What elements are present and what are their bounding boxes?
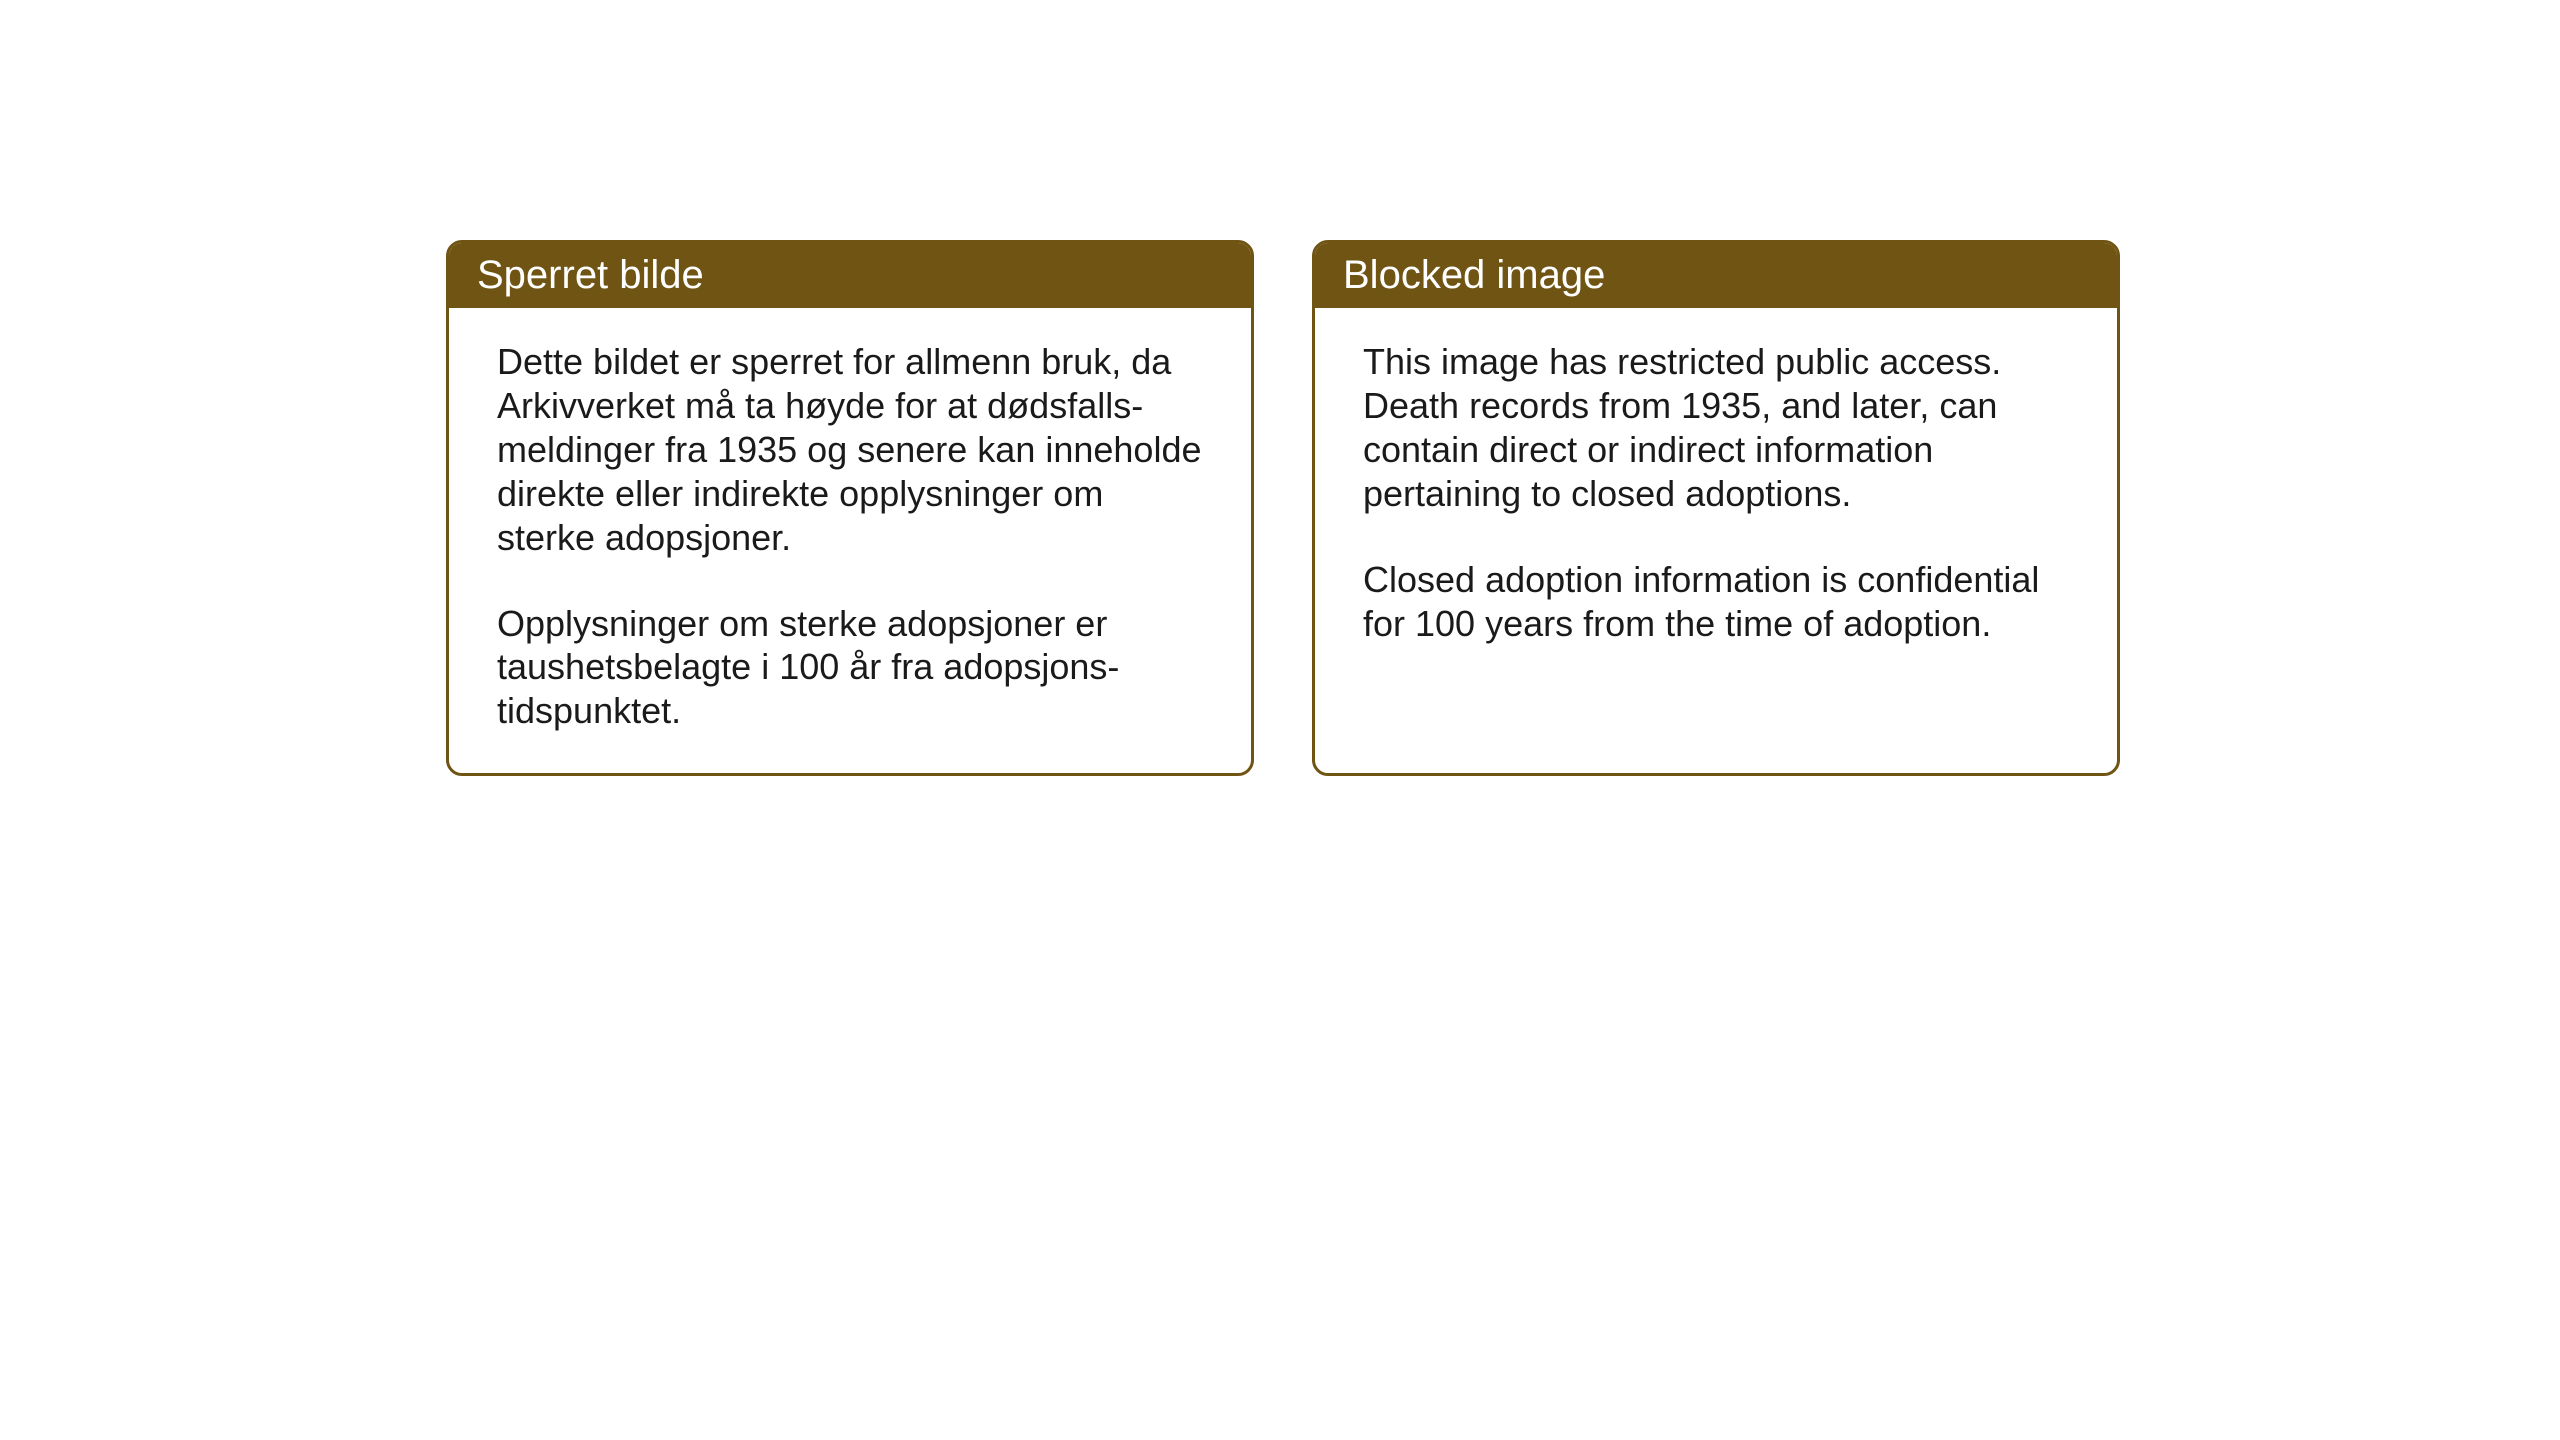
notice-header-english: Blocked image (1315, 243, 2117, 308)
notice-box-norwegian: Sperret bilde Dette bildet er sperret fo… (446, 240, 1254, 776)
notice-body-english: This image has restricted public access.… (1315, 308, 2117, 685)
notice-paragraph-norwegian-1: Dette bildet er sperret for allmenn bruk… (497, 340, 1203, 560)
notice-paragraph-english-2: Closed adoption information is confident… (1363, 558, 2069, 646)
notice-paragraph-norwegian-2: Opplysninger om sterke adopsjoner er tau… (497, 602, 1203, 734)
notice-box-english: Blocked image This image has restricted … (1312, 240, 2120, 776)
notice-paragraph-english-1: This image has restricted public access.… (1363, 340, 2069, 516)
notice-header-norwegian: Sperret bilde (449, 243, 1251, 308)
notice-body-norwegian: Dette bildet er sperret for allmenn bruk… (449, 308, 1251, 773)
notice-container: Sperret bilde Dette bildet er sperret fo… (446, 240, 2120, 776)
